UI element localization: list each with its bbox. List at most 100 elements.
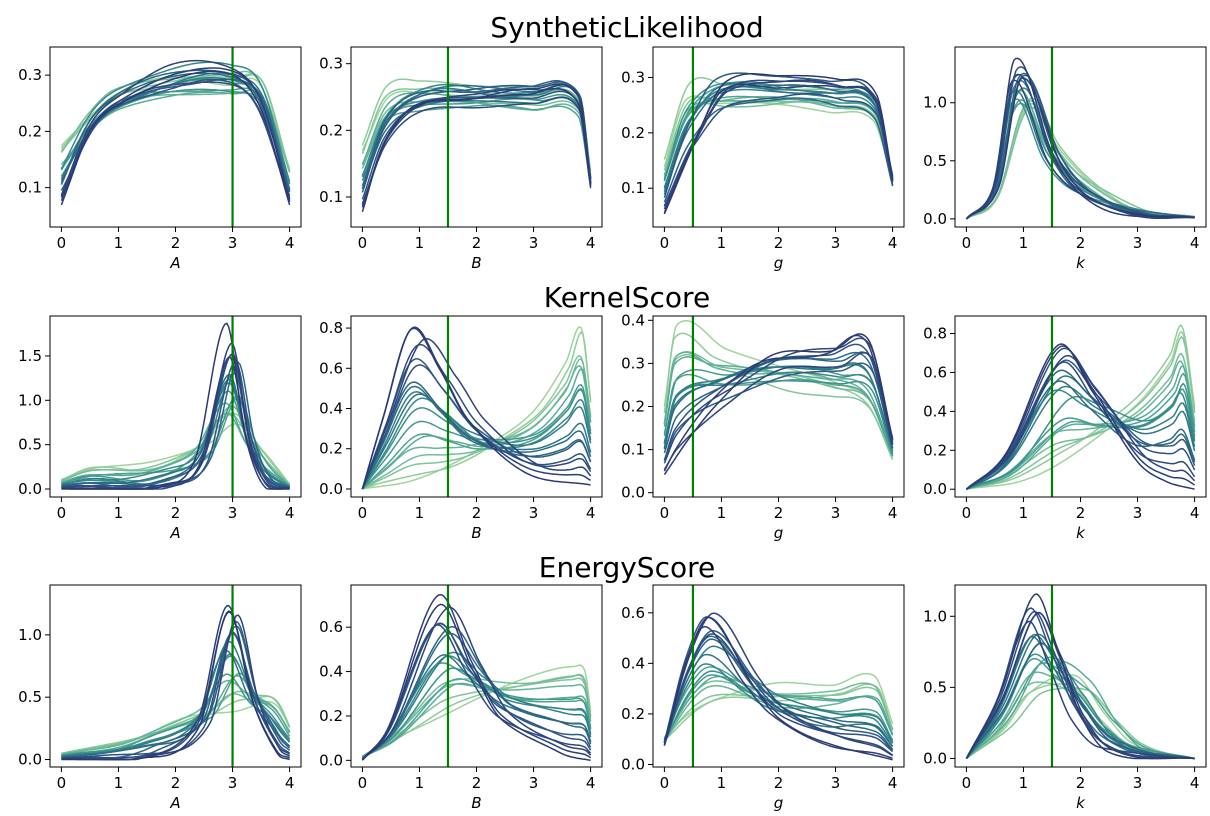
y-tick-label: 0.0 — [18, 751, 42, 769]
density-curve — [663, 73, 894, 215]
x-tick-label: 1 — [717, 774, 727, 792]
density-curve — [60, 67, 291, 203]
y-tick-label: 0.4 — [319, 400, 343, 418]
x-axis-label: g — [774, 254, 784, 272]
density-curve — [663, 686, 894, 741]
row-title: SyntheticLikelihood — [490, 11, 763, 44]
density-curve — [966, 372, 1196, 490]
x-tick-label: 1 — [717, 504, 727, 522]
x-tick-label: 0 — [57, 774, 67, 792]
density-curve — [361, 389, 592, 490]
density-curve — [361, 385, 592, 490]
x-tick-label: 3 — [831, 234, 841, 252]
x-tick-label: 4 — [888, 234, 898, 252]
plot-area — [965, 593, 1195, 760]
density-curve — [965, 611, 1195, 760]
y-tick-label: 0.5 — [18, 688, 42, 706]
panel-energyscore-g: 0 1 2 3 4 0.0 0.2 0.4 0.6 g — [621, 584, 905, 812]
x-tick-label: 4 — [1190, 234, 1200, 252]
x-tick-label: 2 — [472, 504, 482, 522]
x-tick-label: 0 — [962, 234, 972, 252]
y-tick-label: 0.0 — [621, 484, 645, 502]
panel-syntheticlikelihood-A: 0 1 2 3 4 0.1 0.2 0.3 A — [18, 46, 302, 272]
x-tick-label: 3 — [831, 504, 841, 522]
x-tick-label: 2 — [774, 234, 784, 252]
y-tick-label: 0.0 — [621, 755, 645, 773]
panel-energyscore-B: 0 1 2 3 4 0.0 0.2 0.4 0.6 B — [319, 584, 603, 812]
y-tick-label: 0.2 — [18, 122, 42, 140]
density-curve — [61, 604, 290, 761]
x-tick-label: 2 — [774, 774, 784, 792]
x-tick-label: 4 — [586, 234, 596, 252]
x-tick-label: 4 — [1190, 774, 1200, 792]
y-tick-label: 0.0 — [319, 480, 343, 498]
x-axis-label: B — [471, 794, 481, 812]
density-curve — [361, 625, 592, 760]
density-curve — [965, 347, 1196, 490]
panel-syntheticlikelihood-g: 0 1 2 3 4 0.1 0.2 0.3 g — [621, 46, 905, 272]
panel-syntheticlikelihood-k: 0 1 2 3 4 0.0 0.5 1.0 k — [923, 46, 1207, 272]
density-curve — [61, 360, 290, 489]
density-curve — [61, 322, 290, 490]
plot-area — [663, 72, 894, 215]
x-tick-label: 3 — [228, 504, 238, 522]
x-tick-label: 3 — [529, 504, 539, 522]
x-axis-label: B — [471, 254, 481, 272]
density-curve — [965, 610, 1195, 760]
y-tick-label: 0.6 — [923, 363, 947, 381]
density-curve — [361, 96, 592, 206]
y-tick-label: 0.6 — [621, 604, 645, 622]
x-tick-label: 3 — [831, 774, 841, 792]
x-tick-label: 3 — [1133, 504, 1143, 522]
x-tick-label: 3 — [228, 774, 238, 792]
density-curve — [663, 320, 894, 457]
x-tick-label: 3 — [529, 234, 539, 252]
x-tick-label: 1 — [1019, 774, 1029, 792]
panel-syntheticlikelihood-B: 0 1 2 3 4 0.1 0.2 0.3 B — [319, 46, 603, 272]
x-tick-label: 2 — [171, 234, 181, 252]
x-axis-label: A — [169, 524, 180, 542]
density-curve — [663, 337, 894, 464]
y-tick-label: 0.4 — [621, 654, 645, 672]
x-tick-label: 2 — [1076, 234, 1086, 252]
plot-area — [965, 324, 1196, 490]
y-tick-label: 0.4 — [319, 663, 343, 681]
plot-area — [663, 320, 894, 476]
x-tick-label: 0 — [57, 504, 67, 522]
x-tick-label: 1 — [114, 504, 124, 522]
plot-area — [663, 612, 894, 761]
x-tick-label: 0 — [57, 234, 67, 252]
density-curve — [361, 603, 591, 762]
y-tick-label: 0.2 — [621, 124, 645, 142]
density-curve — [965, 345, 1196, 490]
row-title: EnergyScore — [539, 551, 715, 584]
panel-energyscore-k: 0 1 2 3 4 0.0 0.5 1.0 k — [923, 584, 1207, 812]
y-tick-label: 0.0 — [319, 751, 343, 769]
density-curve — [966, 360, 1196, 490]
y-tick-label: 1.5 — [18, 347, 42, 365]
density-curve — [60, 70, 291, 206]
density-curve — [61, 610, 290, 761]
density-curve — [966, 385, 1196, 490]
y-tick-label: 0.1 — [319, 188, 343, 206]
density-curve — [663, 633, 894, 756]
y-tick-label: 0.2 — [621, 398, 645, 416]
density-curve — [965, 686, 1195, 760]
density-curve — [361, 327, 591, 490]
x-tick-label: 0 — [660, 234, 670, 252]
density-curve — [362, 678, 592, 759]
x-tick-label: 1 — [1019, 504, 1029, 522]
density-curve — [361, 83, 592, 187]
y-tick-label: 0.4 — [621, 311, 645, 329]
x-tick-label: 4 — [888, 504, 898, 522]
axes-frame — [652, 46, 905, 228]
density-curve — [663, 616, 894, 753]
density-curve — [61, 611, 291, 760]
plot-area — [361, 78, 592, 213]
x-tick-label: 3 — [228, 234, 238, 252]
panel-kernelscore-B: 0 1 2 3 4 0.0 0.2 0.4 0.6 0.8 B — [319, 315, 603, 542]
density-curve — [966, 330, 1196, 490]
y-tick-label: 0.8 — [319, 319, 343, 337]
x-tick-label: 4 — [285, 504, 295, 522]
